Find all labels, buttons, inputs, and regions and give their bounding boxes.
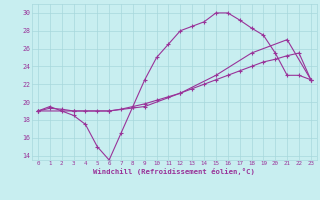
X-axis label: Windchill (Refroidissement éolien,°C): Windchill (Refroidissement éolien,°C) [93, 168, 255, 175]
